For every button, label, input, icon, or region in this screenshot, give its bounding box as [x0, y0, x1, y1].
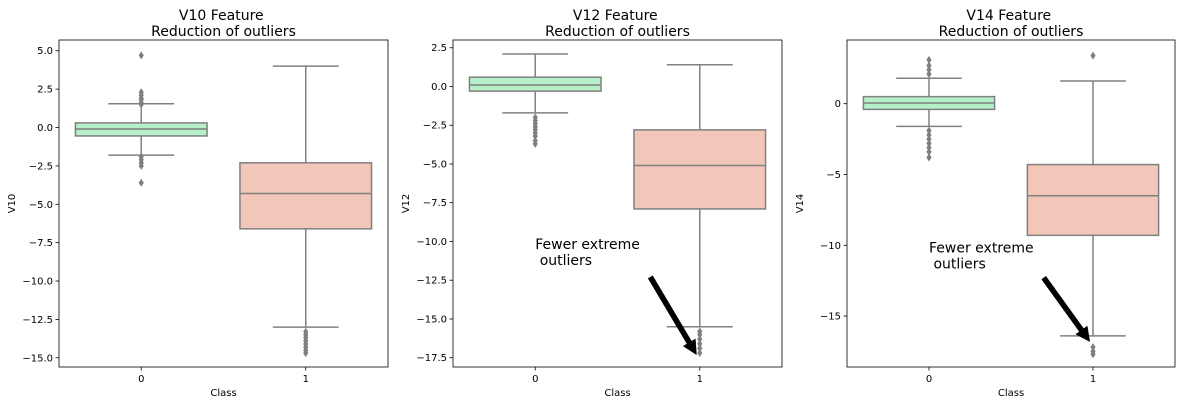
chart-title-line: Reduction of outliers: [151, 24, 296, 40]
box-group-class-1: [633, 64, 767, 358]
box-group-class-0: [862, 55, 996, 162]
outlier-point: [926, 55, 932, 64]
x-tick-label: 0: [138, 374, 144, 385]
x-axis-label: Class: [210, 388, 236, 399]
y-tick-label: −2.5: [423, 121, 447, 132]
chart-panel-2: V14 Feature Reduction of outliers 0 −5 −10 −…: [795, 8, 1176, 399]
outlier-point: [532, 132, 538, 141]
chart-title-line: V12 Feature: [573, 8, 662, 24]
plot-frame: [452, 39, 783, 368]
box-group-class-1: [239, 65, 373, 358]
outlier-point: [926, 139, 932, 148]
y-tick-label: −5.0: [29, 200, 53, 211]
chart-panel-1: V12 Feature Reduction of outliers 2.5 0.0 −…: [401, 8, 783, 399]
outlier-point: [303, 349, 309, 358]
annotation-text: Fewer extreme outliers: [929, 240, 1034, 272]
y-axis-label: V10: [7, 194, 18, 214]
annotation-text-line: outliers: [929, 256, 986, 272]
x-tick-label: 0: [926, 374, 932, 385]
y-tick-label: −10: [820, 241, 841, 252]
x-tick-label: 1: [303, 374, 309, 385]
y-tick-label: 0: [835, 99, 841, 110]
y-tick-label: −7.5: [423, 198, 447, 209]
outlier-point: [138, 161, 144, 170]
box-iqr: [468, 76, 602, 92]
chart-title: V10 Feature Reduction of outliers: [151, 8, 296, 40]
y-tick-label: −17.5: [416, 353, 447, 364]
annotation-arrow: [647, 275, 697, 356]
chart-title-line: V14 Feature: [966, 8, 1055, 24]
y-tick-label: 2.5: [431, 43, 447, 54]
y-axis-label: V14: [795, 194, 806, 214]
outlier-point: [697, 349, 703, 358]
y-tick-label: 2.5: [37, 85, 53, 96]
outlier-point: [697, 344, 703, 353]
chart-title-line: V10 Feature: [179, 8, 268, 24]
x-axis-label: Class: [998, 388, 1024, 399]
y-tick-label: −7.5: [29, 238, 53, 249]
y-tick-label: 0.0: [431, 82, 447, 93]
box-iqr: [1026, 163, 1160, 237]
y-axis-label: V12: [401, 194, 412, 214]
y-tick-label: −5.0: [423, 159, 447, 170]
y-tick-label: −15.0: [22, 353, 53, 364]
y-tick-label: 5.0: [37, 46, 53, 57]
outlier-point: [926, 69, 932, 78]
outlier-point: [926, 126, 932, 135]
outlier-point: [926, 143, 932, 152]
outlier-point: [532, 139, 538, 148]
outlier-point: [926, 65, 932, 74]
outlier-point: [697, 330, 703, 339]
outlier-point: [926, 135, 932, 144]
y-tick-label: −10.0: [22, 277, 53, 288]
plot-frame: [846, 39, 1176, 368]
annotation-text-line: outliers: [535, 253, 592, 269]
box-iqr: [633, 129, 767, 210]
annotation-text-line: Fewer extreme: [929, 240, 1034, 256]
annotation-arrow: [1041, 275, 1091, 342]
outlier-point: [138, 51, 144, 60]
chart-panel-0: V10 Feature Reduction of outliers 5.0 2.5 0…: [7, 8, 389, 399]
y-tick-label: −5: [826, 170, 841, 181]
box-iqr: [239, 162, 373, 230]
outlier-point: [926, 153, 932, 162]
annotation-text-line: Fewer extreme: [535, 237, 640, 253]
chart-title-line: Reduction of outliers: [939, 24, 1084, 40]
box-group-class-0: [468, 53, 602, 148]
y-tick-label: −10.0: [416, 237, 447, 248]
outlier-point: [138, 100, 144, 109]
box-group-class-1: [1026, 51, 1160, 359]
chart-title-line: Reduction of outliers: [545, 24, 690, 40]
outlier-point: [697, 339, 703, 348]
outlier-point: [1090, 51, 1096, 60]
outlier-point: [926, 147, 932, 156]
chart-title: V14 Feature Reduction of outliers: [939, 8, 1084, 40]
x-axis-label: Class: [604, 388, 630, 399]
outlier-point: [926, 130, 932, 139]
y-tick-label: −2.5: [29, 161, 53, 172]
outlier-point: [138, 178, 144, 187]
chart-title: V12 Feature Reduction of outliers: [545, 8, 690, 40]
y-tick-label: −15.0: [416, 314, 447, 325]
x-tick-label: 1: [1090, 374, 1096, 385]
annotation-text: Fewer extreme outliers: [535, 237, 640, 269]
outlier-point: [1090, 350, 1096, 359]
outlier-point: [1090, 343, 1096, 352]
y-tick-label: −15: [820, 312, 841, 323]
y-tick-label: 0.0: [37, 123, 53, 134]
x-tick-label: 1: [697, 374, 703, 385]
y-tick-label: −12.5: [22, 315, 53, 326]
plot-frame: [58, 39, 389, 368]
box-group-class-0: [74, 51, 208, 187]
y-tick-label: −12.5: [416, 276, 447, 287]
x-tick-label: 0: [532, 374, 538, 385]
outlier-point: [697, 335, 703, 344]
outlier-point: [926, 61, 932, 70]
